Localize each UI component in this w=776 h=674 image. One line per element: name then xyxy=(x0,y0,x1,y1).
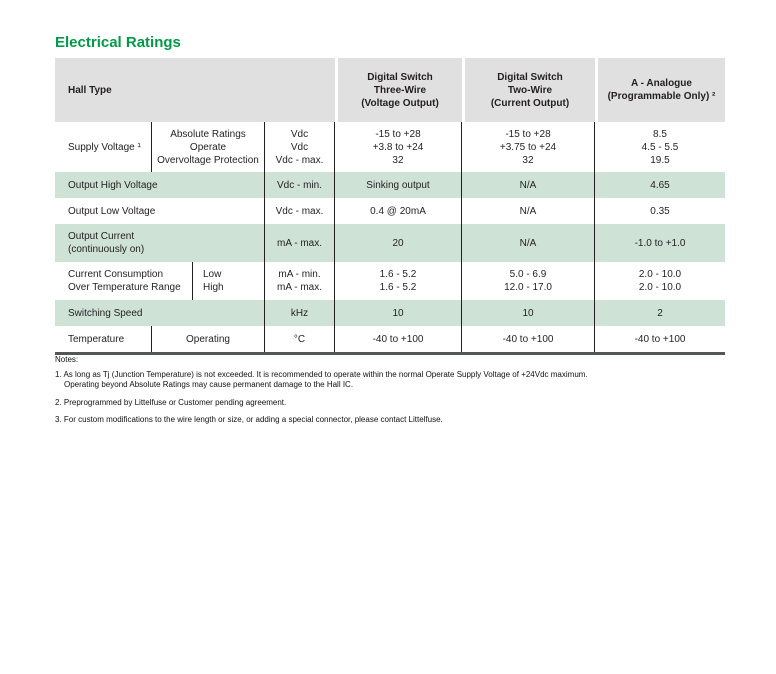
cell-analogue-value: 4.65 xyxy=(650,179,670,191)
footnote-3: 3. For custom modifications to the wire … xyxy=(55,415,443,424)
cell-analogue-value: -40 to +100 xyxy=(634,333,686,345)
col-header-hall-type: Hall Type xyxy=(55,58,335,122)
cell-analogue-value: 0.35 xyxy=(650,205,670,217)
cell-parameter: Switching Speed xyxy=(55,300,265,326)
row-temperature: Temperature Operating °C -40 to +100 -40… xyxy=(55,326,725,352)
cell-unit: mA - min. mA - max. xyxy=(265,262,335,300)
cell-unit: Vdc - min. xyxy=(265,172,335,198)
cell-analogue-value: -1.0 to +1.0 xyxy=(634,237,686,249)
row-current-consumption: Current Consumption Over Temperature Ran… xyxy=(55,262,725,300)
cell-unit: mA - max. xyxy=(265,224,335,262)
page-title: Electrical Ratings xyxy=(55,34,181,51)
cell-three-wire-value: Sinking output xyxy=(335,172,462,198)
cell-three-wire-value: -40 to +100 xyxy=(335,326,462,352)
cell-analogue-value: 2.0 - 10.0 2.0 - 10.0 xyxy=(638,269,682,293)
cell-sublabel: Operating xyxy=(152,326,265,352)
cell-three-wire-value: -15 to +28 +3.8 to +24 32 xyxy=(335,122,462,172)
cell-two-wire-value: N/A xyxy=(462,198,595,224)
row-output-low-voltage: Output Low Voltage Vdc - max. 0.4 @ 20mA… xyxy=(55,198,725,224)
cell-two-wire-value: -40 to +100 xyxy=(462,326,595,352)
cell-two-wire-value: -15 to +28 +3.75 to +24 32 xyxy=(462,122,595,172)
row-output-current: Output Current (continuously on) mA - ma… xyxy=(55,224,725,262)
cell-three-wire-value: 1.6 - 5.2 1.6 - 5.2 xyxy=(335,262,462,300)
footnote-1: 1. As long as Tj (Junction Temperature) … xyxy=(55,369,588,390)
footnote-2: 2. Preprogrammed by Littelfuse or Custom… xyxy=(55,397,287,407)
col-header-three-wire: Digital Switch Three-Wire (Voltage Outpu… xyxy=(335,58,462,122)
row-supply-voltage: Supply Voltage ¹ Absolute Ratings Operat… xyxy=(55,122,725,172)
cell-two-wire-value: N/A xyxy=(462,172,595,198)
cell-sublabel: Low High xyxy=(193,262,265,300)
cell-three-wire-value: 20 xyxy=(335,224,462,262)
electrical-ratings-table: Hall Type Digital Switch Three-Wire (Vol… xyxy=(55,58,725,355)
footnotes-section: Notes: 1. As long as Tj (Junction Temper… xyxy=(55,355,665,433)
cell-unit: Vdc Vdc Vdc - max. xyxy=(265,122,335,172)
cell-parameter: Output Current (continuously on) xyxy=(55,224,265,262)
cell-parameter: Output Low Voltage xyxy=(55,198,265,224)
cell-two-wire-value: 5.0 - 6.9 12.0 - 17.0 xyxy=(462,262,595,300)
cell-unit: Vdc - max. xyxy=(265,198,335,224)
row-switching-speed: Switching Speed kHz 10 10 2 xyxy=(55,300,725,326)
cell-unit: °C xyxy=(265,326,335,352)
cell-two-wire-value: 10 xyxy=(462,300,595,326)
cell-two-wire-value: N/A xyxy=(462,224,595,262)
cell-parameter: Supply Voltage ¹ xyxy=(55,122,152,172)
table-header-row: Hall Type Digital Switch Three-Wire (Vol… xyxy=(55,58,725,122)
cell-parameter: Current Consumption Over Temperature Ran… xyxy=(55,262,193,300)
cell-parameter: Temperature xyxy=(55,326,152,352)
cell-three-wire-value: 0.4 @ 20mA xyxy=(335,198,462,224)
cell-sublabel: Absolute Ratings Operate Overvoltage Pro… xyxy=(152,122,265,172)
cell-analogue-value: 2 xyxy=(657,307,663,319)
notes-heading: Notes: xyxy=(55,355,79,364)
cell-analogue-value: 8.5 4.5 - 5.5 19.5 xyxy=(641,128,679,166)
row-output-high-voltage: Output High Voltage Vdc - min. Sinking o… xyxy=(55,172,725,198)
col-header-two-wire: Digital Switch Two-Wire (Current Output) xyxy=(462,58,595,122)
cell-unit: kHz xyxy=(265,300,335,326)
cell-parameter: Output High Voltage xyxy=(55,172,265,198)
col-header-analogue: A - Analogue (Programmable Only) ² xyxy=(595,58,725,122)
cell-three-wire-value: 10 xyxy=(335,300,462,326)
